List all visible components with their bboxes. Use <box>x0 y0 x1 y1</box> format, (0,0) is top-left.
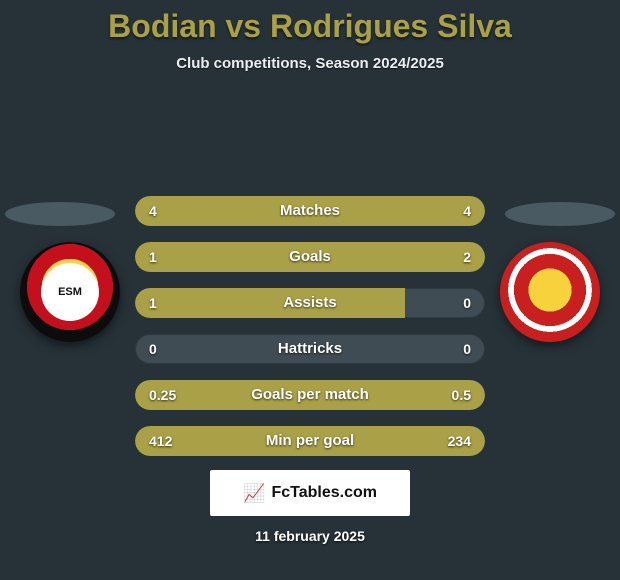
stat-row: 1 0 Assists <box>135 288 485 318</box>
stat-label: Matches <box>280 196 340 226</box>
stat-label: Assists <box>283 288 336 318</box>
stat-value-right: 0 <box>463 288 471 318</box>
stat-value-left: 412 <box>149 426 172 456</box>
site-name: FcTables.com <box>271 484 377 502</box>
stat-value-left: 1 <box>149 242 157 272</box>
stat-label: Hattricks <box>278 334 342 364</box>
page-subtitle: Club competitions, Season 2024/2025 <box>0 55 620 72</box>
team-logo-right: EST <box>500 242 600 342</box>
stat-label: Min per goal <box>266 426 354 456</box>
stat-label: Goals per match <box>251 380 369 410</box>
page-title: Bodian vs Rodrigues Silva <box>0 0 620 45</box>
stat-value-left: 1 <box>149 288 157 318</box>
stat-label: Goals <box>289 242 331 272</box>
stat-value-left: 4 <box>149 196 157 226</box>
team-logo-left: ESM <box>20 242 120 342</box>
stat-value-right: 234 <box>448 426 471 456</box>
player-oval-right <box>505 202 615 226</box>
stat-value-right: 0.5 <box>452 380 471 410</box>
player-oval-left <box>5 202 115 226</box>
team-abbr-left: ESM <box>58 286 82 298</box>
site-badge: 📈 FcTables.com <box>210 470 410 516</box>
stat-value-left: 0 <box>149 334 157 364</box>
stat-row: 412 234 Min per goal <box>135 426 485 456</box>
stat-value-right: 2 <box>463 242 471 272</box>
stat-row: 4 4 Matches <box>135 196 485 226</box>
stat-row: 0 0 Hattricks <box>135 334 485 364</box>
stat-value-right: 0 <box>463 334 471 364</box>
stat-bar-right <box>252 242 485 272</box>
stat-bar-left <box>135 288 405 318</box>
stat-value-left: 0.25 <box>149 380 176 410</box>
footer-date: 11 february 2025 <box>0 528 620 544</box>
chart-icon: 📈 <box>243 483 265 504</box>
stat-bars: 4 4 Matches 1 2 Goals 1 0 Assists 0 0 Hattricks 0.25… <box>135 196 485 472</box>
stat-row: 1 2 Goals <box>135 242 485 272</box>
stat-row: 0.25 0.5 Goals per match <box>135 380 485 410</box>
stat-value-right: 4 <box>463 196 471 226</box>
